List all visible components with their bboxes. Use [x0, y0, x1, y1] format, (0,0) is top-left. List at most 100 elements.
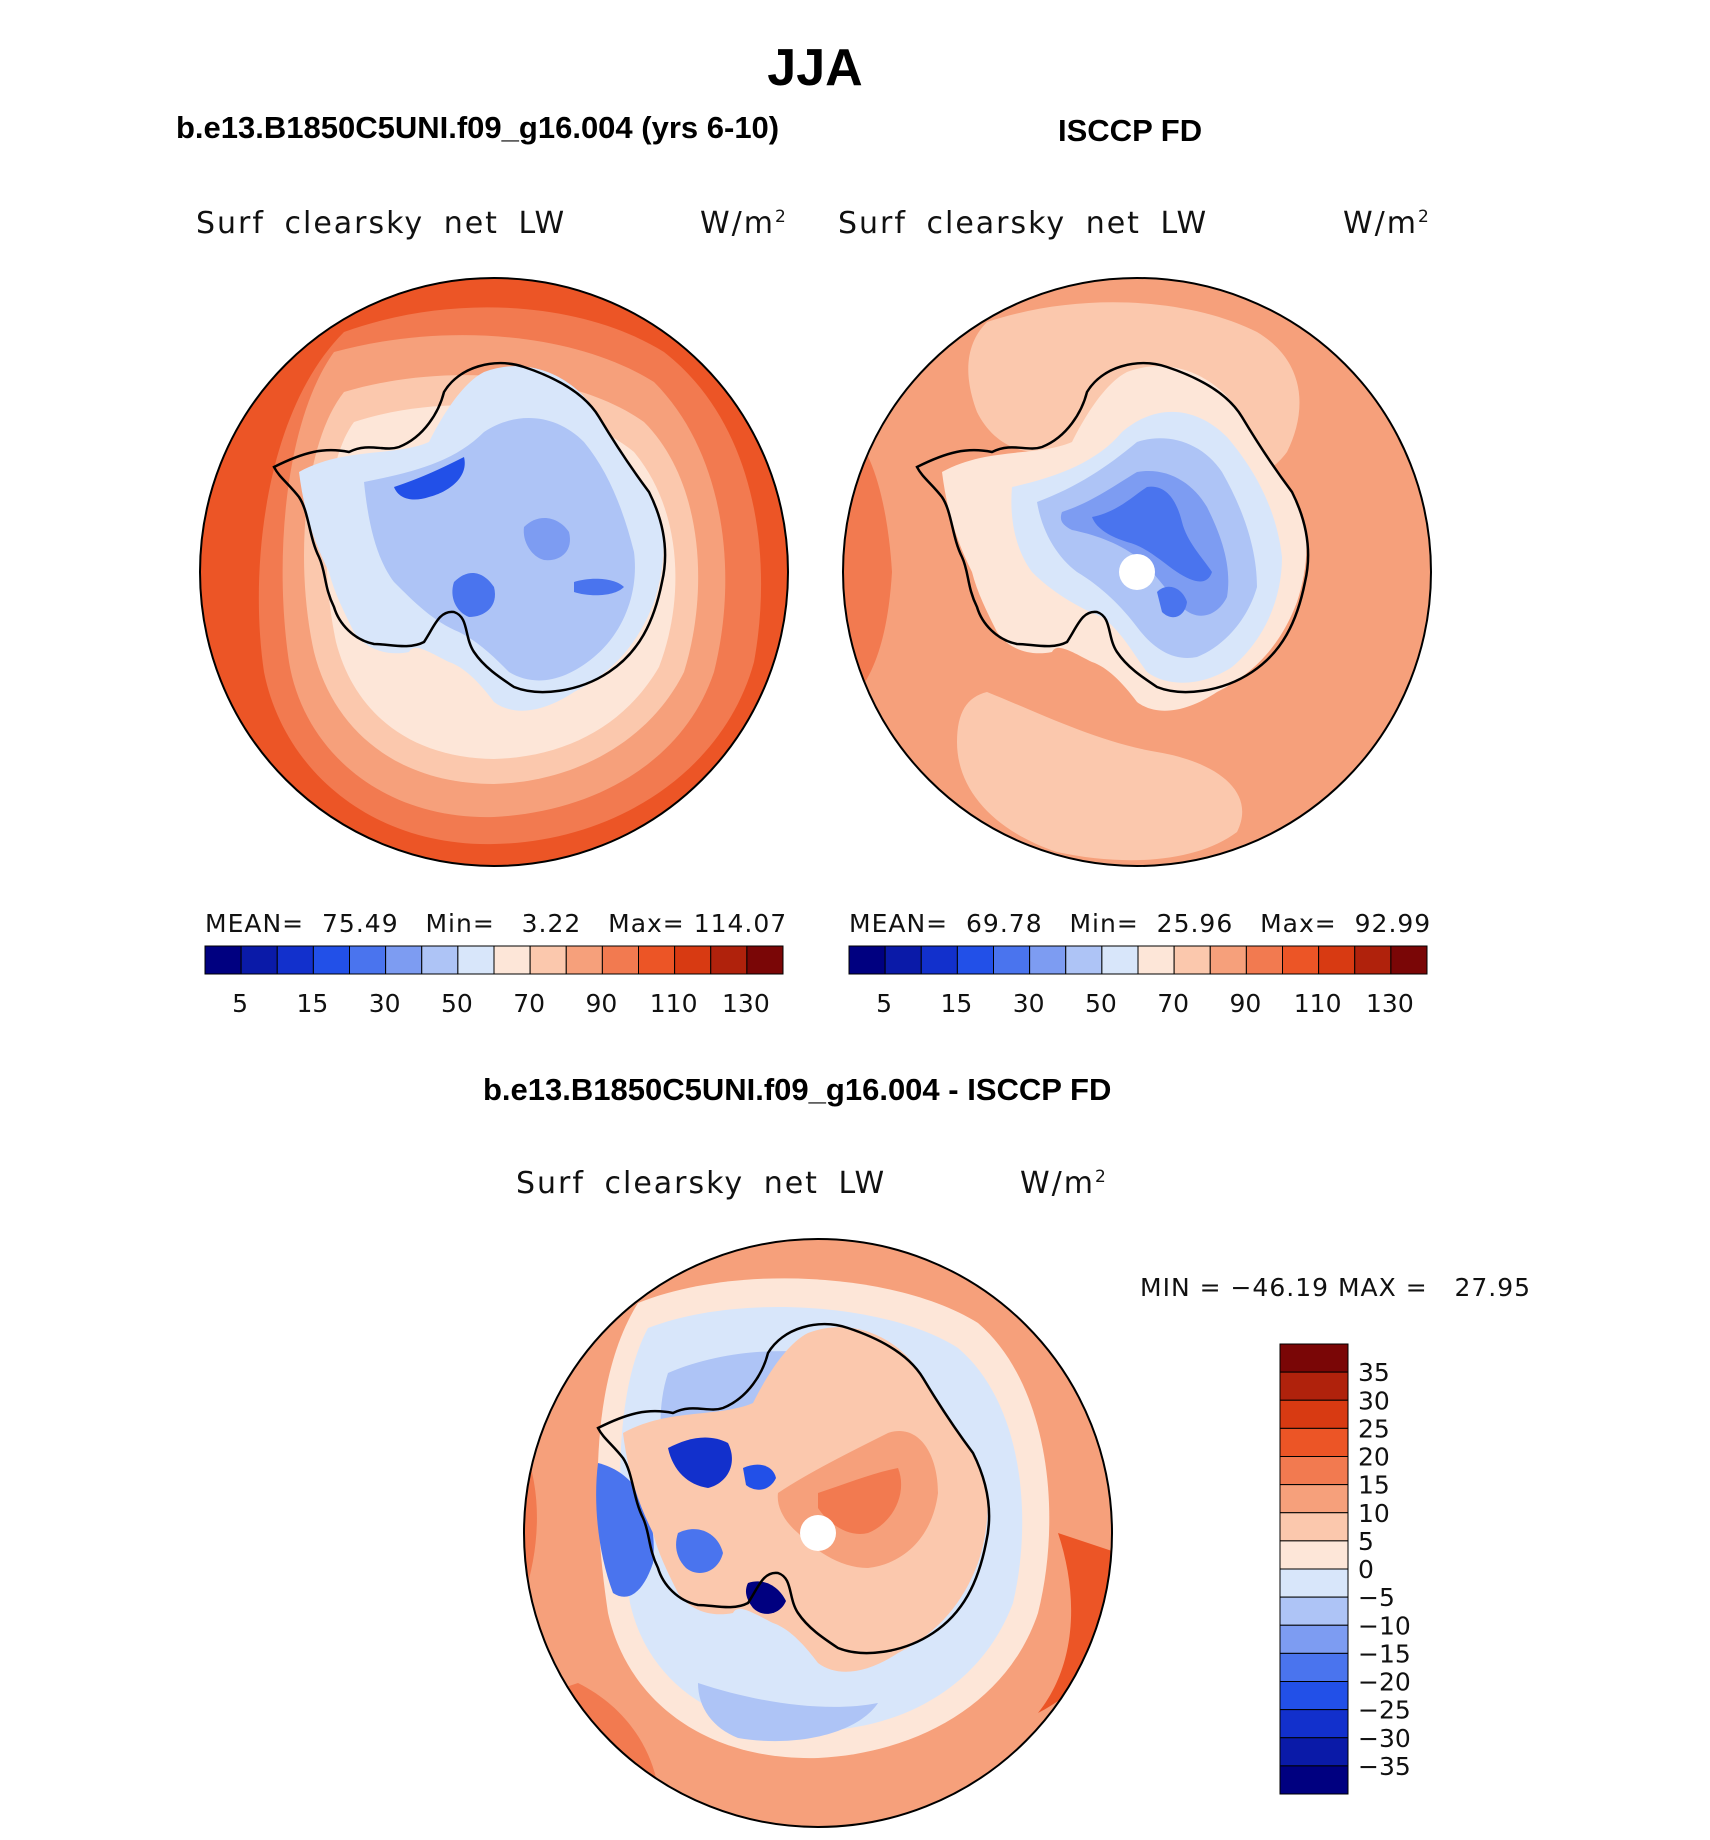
diff-colorbar-tick: 0 — [1358, 1555, 1374, 1584]
model-colorbar-box — [565, 945, 603, 975]
model-colorbar-box — [240, 945, 278, 975]
obs-colorbar-box — [1390, 945, 1428, 975]
diff-core-neg20 — [676, 1529, 723, 1573]
model-colorbar-tick: 30 — [369, 989, 401, 1018]
diff-colorbar-tick: −35 — [1358, 1752, 1411, 1781]
diff-core-neg30-1 — [668, 1437, 732, 1488]
obs-colorbar-tick: 90 — [1229, 989, 1261, 1018]
diff-colorbar-box — [1279, 1427, 1349, 1457]
obs-colorbar-tick: 15 — [940, 989, 972, 1018]
obs-colorbar-tick: 130 — [1366, 989, 1414, 1018]
diff-colorbar-box — [1279, 1681, 1349, 1711]
model-colorbar-tick: 15 — [296, 989, 328, 1018]
obs-colorbar-box — [1245, 945, 1283, 975]
model-low-core-3 — [523, 517, 570, 561]
obs-colorbar-tick: 70 — [1157, 989, 1189, 1018]
obs-colorbar-box — [1065, 945, 1103, 975]
obs-band-south-80 — [957, 692, 1243, 861]
diff-colorbar-tick: 30 — [1358, 1386, 1390, 1415]
diff-colorbar-tick: 5 — [1358, 1527, 1374, 1556]
diff-band-w-15 — [524, 1433, 537, 1613]
obs-colorbar-tick: 110 — [1294, 989, 1342, 1018]
obs-colorbar-tick: 5 — [876, 989, 892, 1018]
model-units: W/m2 — [700, 206, 788, 241]
model-colorbar-box — [421, 945, 459, 975]
diff-colorbar-box — [1279, 1540, 1349, 1570]
obs-units: W/m2 — [1343, 206, 1431, 241]
diff-colorbar-box — [1279, 1596, 1349, 1626]
model-polar-map — [199, 277, 789, 867]
obs-colorbar-box — [956, 945, 994, 975]
model-colorbar-box — [204, 945, 242, 975]
obs-colorbar-box — [920, 945, 958, 975]
model-low-core-2 — [452, 572, 495, 617]
obs-continent-core — [1092, 486, 1212, 582]
model-colorbar-tick: 50 — [441, 989, 473, 1018]
diff-case-title: b.e13.B1850C5UNI.f09_g16.004 - ISCCP FD — [483, 1072, 1112, 1107]
diff-colorbar-box — [1279, 1399, 1349, 1429]
obs-colorbar: 5 15 30 50 70 90 110 130 — [848, 945, 1428, 1018]
model-colorbar-box — [710, 945, 748, 975]
model-low-core-1 — [394, 457, 465, 500]
obs-colorbar-box — [1173, 945, 1211, 975]
diff-pole-hole — [800, 1515, 836, 1551]
obs-polar-map — [842, 277, 1432, 867]
diff-coastline — [596, 1323, 991, 1655]
obs-stats: MEAN= 69.78 Min= 25.96 Max= 92.99 — [849, 909, 1432, 938]
diff-variable-label: Surf clearsky net LW — [516, 1166, 887, 1201]
obs-variable-label: Surf clearsky net LW — [838, 206, 1209, 241]
obs-case-title: ISCCP FD — [1058, 113, 1203, 148]
model-colorbar-tick: 90 — [585, 989, 617, 1018]
model-colorbar-tick: 70 — [513, 989, 545, 1018]
diff-colorbar-box — [1279, 1484, 1349, 1514]
obs-colorbar-box — [1282, 945, 1320, 975]
diff-units: W/m2 — [1020, 1166, 1108, 1201]
model-stats: MEAN= 75.49 Min= 3.22 Max= 114.07 — [205, 909, 788, 938]
model-low-core-4 — [574, 578, 624, 596]
diff-colorbar-tick: −25 — [1358, 1696, 1411, 1725]
model-colorbar-tick: 5 — [232, 989, 248, 1018]
obs-pole-hole — [1119, 554, 1155, 590]
diff-colorbar-box — [1279, 1624, 1349, 1654]
obs-colorbar-box — [884, 945, 922, 975]
diff-colorbar-tick: 20 — [1358, 1443, 1390, 1472]
diff-colorbar-tick: −10 — [1358, 1611, 1411, 1640]
obs-colorbar-box — [1101, 945, 1139, 975]
obs-colorbar-box — [848, 945, 886, 975]
model-colorbar-box — [312, 945, 350, 975]
diff-colorbar-box — [1279, 1371, 1349, 1401]
model-colorbar-box — [601, 945, 639, 975]
model-colorbar: 5 15 30 50 70 90 110 130 — [204, 945, 784, 1018]
diff-core-neg25 — [743, 1464, 776, 1490]
obs-map-border — [842, 277, 1432, 867]
diff-band-e-20 — [1038, 1533, 1112, 1713]
obs-colorbar-tick: 30 — [1013, 989, 1045, 1018]
diff-colorbar-box — [1279, 1568, 1349, 1598]
model-colorbar-box — [457, 945, 495, 975]
diff-colorbar-tick: −30 — [1358, 1724, 1411, 1753]
model-variable-label: Surf clearsky net LW — [196, 206, 567, 241]
diff-colorbar-box — [1279, 1737, 1349, 1767]
model-colorbar-box — [746, 945, 784, 975]
obs-colorbar-box — [1209, 945, 1247, 975]
diff-colorbar-tick: −5 — [1358, 1583, 1395, 1612]
diff-continent-15 — [818, 1468, 902, 1534]
main-title: JJA — [767, 39, 863, 97]
model-colorbar-box — [276, 945, 314, 975]
model-case-title: b.e13.B1850C5UNI.f09_g16.004 (yrs 6-10) — [176, 110, 780, 145]
diff-colorbar-tick: −20 — [1358, 1668, 1411, 1697]
obs-colorbar-box — [1137, 945, 1175, 975]
obs-colorbar-box — [1029, 945, 1067, 975]
model-colorbar-box — [529, 945, 567, 975]
diff-colorbar-tick: −15 — [1358, 1639, 1411, 1668]
diff-colorbar-tick: 35 — [1358, 1358, 1390, 1387]
diff-stats: MIN = −46.19 MAX = 27.95 — [1140, 1273, 1532, 1302]
diff-band-neg10-s — [698, 1683, 878, 1742]
diff-map-border — [523, 1238, 1113, 1828]
obs-coastline — [915, 362, 1310, 694]
obs-continent-core-2 — [1157, 586, 1187, 618]
diff-polar-map — [523, 1238, 1113, 1828]
diff-colorbar-box — [1279, 1512, 1349, 1542]
diff-colorbar-box — [1279, 1709, 1349, 1739]
